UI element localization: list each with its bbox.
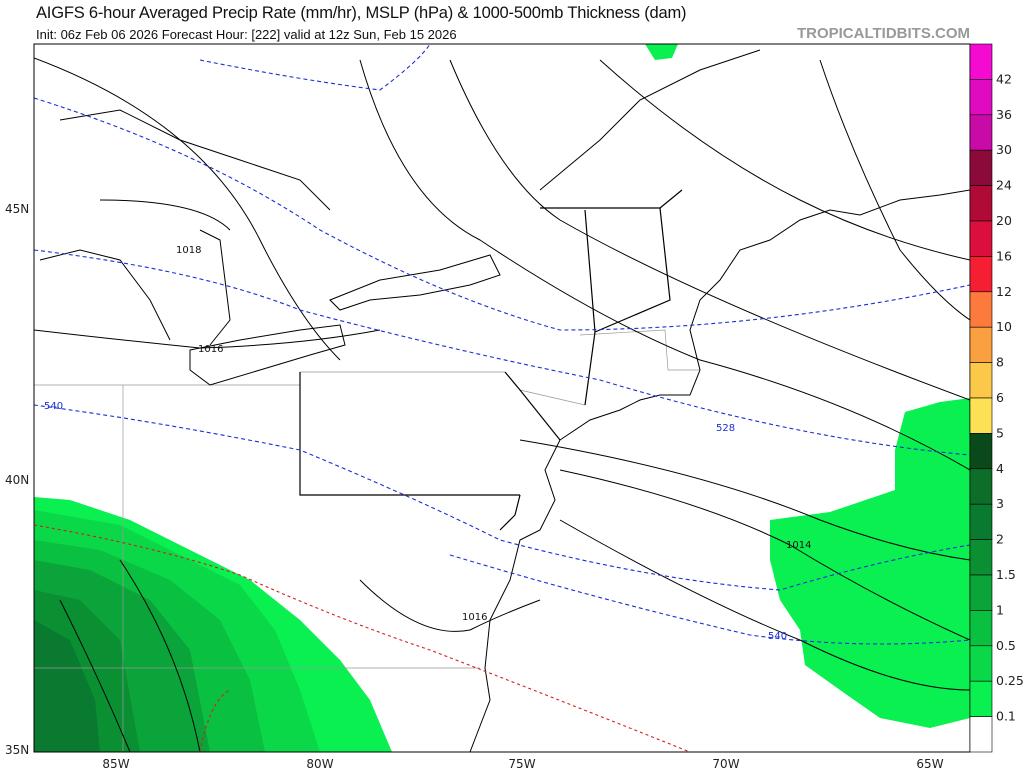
precip-sw <box>34 497 392 752</box>
colorbar-swatch <box>969 326 993 363</box>
lat-label: 45N <box>5 202 29 216</box>
lat-label: 40N <box>5 473 29 487</box>
colorbar-swatch <box>969 468 993 505</box>
colorbar-swatch <box>969 362 993 399</box>
colorbar-label: 2 <box>996 532 1004 547</box>
precip-ne-blob <box>645 44 678 60</box>
colorbar-swatch <box>969 149 993 186</box>
lon-label: 75W <box>508 757 535 771</box>
colorbar-swatch <box>969 645 993 682</box>
colorbar-swatch <box>969 43 993 80</box>
thickness-cold <box>34 44 970 645</box>
colorbar-swatch <box>969 185 993 222</box>
colorbar-swatch <box>969 256 993 293</box>
coastline <box>39 49 970 752</box>
colorbar-label: 0.1 <box>996 709 1016 724</box>
colorbar-swatch <box>969 433 993 470</box>
lon-label: 70W <box>712 757 739 771</box>
precip-se <box>770 398 970 728</box>
isobar-label: 1016 <box>198 344 223 355</box>
colorbar-label: 8 <box>996 355 1004 370</box>
colorbar-label: 30 <box>996 142 1012 157</box>
colorbar-label: 24 <box>996 178 1012 193</box>
lon-label: 85W <box>102 757 129 771</box>
lon-label: 65W <box>916 757 943 771</box>
colorbar-swatch <box>969 114 993 151</box>
lat-axis: 45N 40N 35N <box>5 202 29 757</box>
colorbar-swatch <box>969 503 993 540</box>
colorbar-label: 0.25 <box>996 673 1024 688</box>
thickness-label: 540 <box>44 401 63 412</box>
map-subtitle: Init: 06z Feb 06 2026 Forecast Hour: [22… <box>36 27 457 42</box>
lon-label: 80W <box>306 757 333 771</box>
colorbar-swatch <box>969 220 993 257</box>
isobar-label: 1016 <box>462 612 487 623</box>
colorbar-label: 5 <box>996 425 1004 440</box>
colorbar: 42 36 30 24 20 16 12 10 8 6 5 4 3 2 1.5 1 0.5 0.25 0.1 <box>969 43 1024 753</box>
state-borders <box>299 189 683 531</box>
colorbar-swatch <box>969 539 993 576</box>
colorbar-swatch <box>969 680 993 717</box>
lat-label: 35N <box>5 743 29 757</box>
colorbar-swatch <box>969 79 993 116</box>
thickness-warm <box>34 524 691 752</box>
colorbar-label: 20 <box>996 213 1012 228</box>
thickness-label: 528 <box>716 423 735 434</box>
colorbar-label: 0.5 <box>996 638 1016 653</box>
lon-axis: 85W 80W 75W 70W 65W <box>102 757 943 771</box>
colorbar-label: 16 <box>996 248 1012 263</box>
colorbar-swatch <box>969 610 993 647</box>
colorbar-label: 4 <box>996 461 1004 476</box>
isobar-label: 1014 <box>786 540 811 551</box>
colorbar-label: 10 <box>996 319 1012 334</box>
colorbar-label: 3 <box>996 496 1004 511</box>
colorbar-swatch <box>969 574 993 611</box>
isobars <box>34 57 970 752</box>
colorbar-label: 1 <box>996 602 1004 617</box>
colorbar-label: 36 <box>996 107 1012 122</box>
colorbar-swatch <box>969 397 993 434</box>
brand-watermark: TROPICALTIDBITS.COM <box>796 25 970 42</box>
isobar-label: 1018 <box>176 245 201 256</box>
colorbar-swatch <box>969 716 993 753</box>
map-title: AIGFS 6-hour Averaged Precip Rate (mm/hr… <box>36 4 687 22</box>
colorbar-label: 1.5 <box>996 567 1016 582</box>
colorbar-label: 42 <box>996 71 1012 86</box>
thickness-label: 540 <box>768 631 787 642</box>
colorbar-label: 6 <box>996 390 1004 405</box>
colorbar-swatch <box>969 291 993 328</box>
colorbar-label: 12 <box>996 284 1012 299</box>
